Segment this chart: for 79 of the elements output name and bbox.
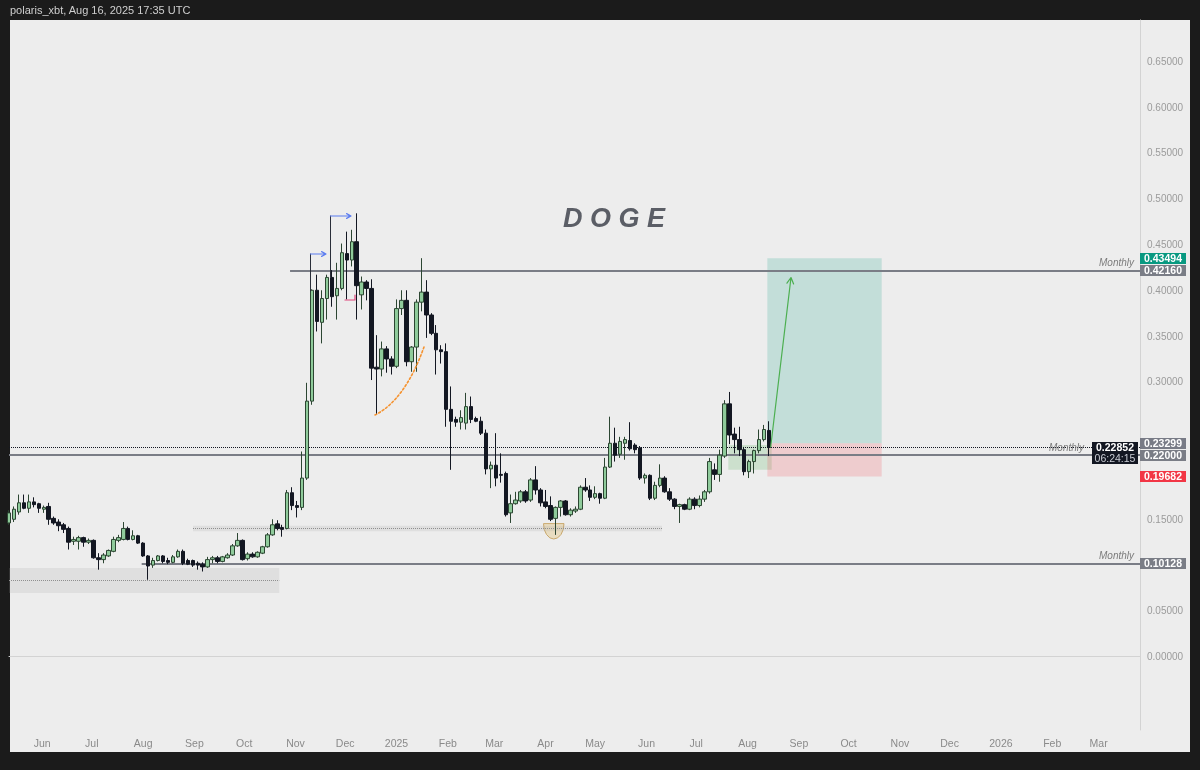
y-tick-label: 0.22000 [1140, 448, 1186, 461]
candlestick [598, 492, 602, 505]
y-tick-label: 0.40000 [1147, 284, 1184, 296]
x-tick-label: Oct [235, 736, 253, 749]
candlestick [528, 477, 533, 503]
x-tick-label: Jul [689, 736, 703, 749]
x-tick-label: Aug [738, 736, 758, 749]
y-tick-label: 0.10128 [1140, 557, 1186, 570]
candlestick [245, 551, 250, 562]
x-tick-label: Feb [1043, 736, 1062, 749]
candlestick [42, 505, 46, 514]
x-tick-label: Dec [940, 736, 959, 749]
candlestick [643, 472, 647, 485]
ref-line-label: Monthly [1098, 550, 1135, 562]
ref-line-label: Monthly [1098, 256, 1135, 268]
x-tick-label: Apr [537, 736, 555, 749]
y-tick-label: 0.23299 [1140, 436, 1186, 449]
candlestick [126, 526, 130, 541]
candlestick [359, 276, 364, 310]
x-tick-label: Jun [638, 736, 656, 749]
x-tick-label: Nov [890, 736, 910, 749]
candlestick [240, 538, 245, 562]
candlestick [354, 212, 359, 321]
y-tick-label: 0.42160 [1140, 263, 1186, 276]
x-tick-label: Sep [789, 736, 809, 749]
candlestick [200, 561, 205, 573]
x-tick-label: Oct [840, 736, 857, 749]
candlestick [648, 473, 652, 501]
x-tick-label: Aug [133, 736, 153, 749]
text: polaris_xbt, Aug 16, 2025 17:35 UTC [10, 4, 191, 17]
candlestick [250, 551, 255, 559]
y-tick-label: 0.43494 [1140, 251, 1186, 264]
candlestick [350, 229, 354, 267]
text: D O G E [563, 202, 667, 233]
x-tick-label: Feb [438, 736, 458, 749]
candlestick [563, 499, 568, 517]
ref-line-label: 0.22852 [1095, 440, 1135, 453]
candlestick [687, 496, 692, 511]
x-tick-label: Dec [335, 736, 355, 749]
y-tick-label: 0.15000 [1147, 513, 1184, 525]
candlestick [682, 503, 687, 511]
annotation: 06:24:15 [1093, 451, 1137, 464]
candlestick [692, 496, 697, 510]
ref-line-label: Monthly [1048, 441, 1085, 453]
y-tick-label: 0.19682 [1140, 469, 1186, 482]
x-tick-label: 2025 [384, 736, 409, 749]
candlestick [404, 289, 409, 367]
x-tick-label: Mar [1089, 736, 1109, 749]
y-tick-label: 0.55000 [1147, 147, 1184, 159]
candlestick [315, 274, 319, 332]
candlestick [27, 494, 31, 514]
y-tick-label: 0.00000 [1147, 651, 1184, 663]
y-tick-label: 0.30000 [1147, 376, 1184, 388]
x-tick-label: Jun [33, 736, 51, 749]
candlestick [81, 536, 86, 548]
candlestick [677, 503, 682, 524]
candlestick [131, 529, 135, 541]
x-tick-label: Nov [286, 736, 306, 749]
y-tick-label: 0.65000 [1147, 55, 1184, 67]
y-tick-label: 0.05000 [1147, 605, 1184, 617]
candlestick [523, 489, 528, 504]
candlestick [593, 485, 597, 500]
y-tick-label: 0.35000 [1147, 330, 1184, 342]
candlestick [712, 462, 717, 481]
y-tick-label: 0.50000 [1147, 193, 1184, 205]
x-tick-label: May [585, 736, 606, 749]
x-tick-label: 2026 [989, 736, 1013, 749]
y-tick-label: 0.45000 [1147, 238, 1184, 250]
candlestick [215, 555, 220, 564]
x-tick-label: Sep [185, 736, 204, 749]
candlestick [489, 461, 493, 489]
candlestick [86, 538, 91, 545]
x-tick-label: Jul [85, 736, 99, 749]
y-tick-label: 0.60000 [1147, 101, 1184, 113]
candlestick [22, 494, 26, 510]
candlestick [345, 231, 349, 300]
candlestick [285, 489, 289, 530]
x-tick-label: Mar [485, 736, 504, 749]
candlestick [379, 341, 384, 377]
